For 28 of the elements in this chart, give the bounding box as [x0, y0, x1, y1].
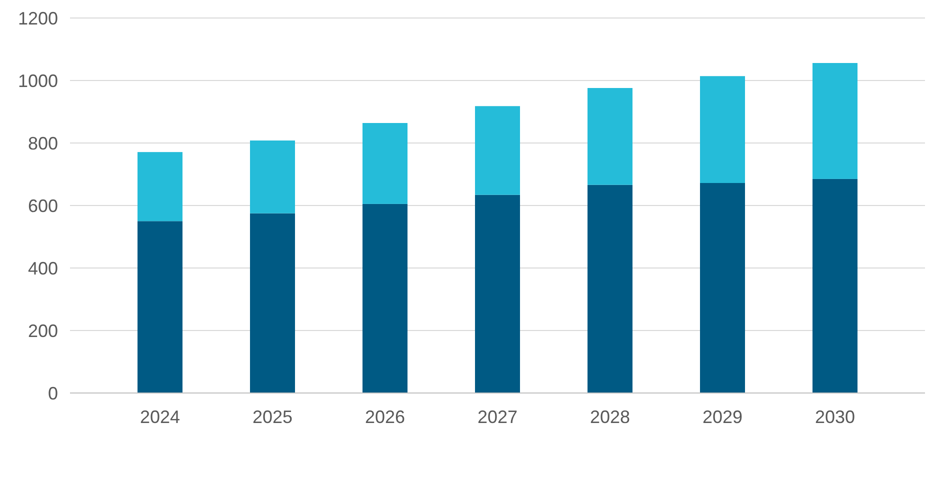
bar	[362, 123, 408, 204]
bar	[138, 221, 182, 393]
y-tick-label: 0	[48, 383, 58, 404]
bar	[812, 63, 858, 179]
x-tick-label: 2029	[702, 407, 743, 427]
y-tick-label: 600	[28, 196, 58, 216]
bar	[250, 213, 295, 393]
x-tick-label: 2024	[140, 407, 180, 427]
bar	[475, 106, 520, 195]
x-tick-label: 2028	[590, 407, 630, 427]
bar	[700, 76, 745, 183]
y-tick-label: 200	[28, 320, 58, 341]
y-tick-label: 800	[28, 133, 58, 154]
x-tick-label: 2030	[814, 407, 856, 427]
x-tick-label: 2025	[252, 407, 293, 427]
x-tick-label: 2026	[364, 407, 406, 427]
bar	[588, 88, 632, 185]
x-tick-label: 2027	[477, 407, 518, 427]
bar	[138, 152, 182, 222]
bar	[475, 194, 520, 393]
y-tick-label: 1000	[18, 70, 58, 91]
y-tick-label: 1200	[18, 8, 58, 28]
bar	[700, 183, 745, 393]
bar	[588, 184, 632, 393]
bar	[250, 140, 295, 214]
bar	[362, 204, 408, 393]
bar	[812, 178, 858, 393]
y-tick-label: 400	[28, 258, 58, 278]
